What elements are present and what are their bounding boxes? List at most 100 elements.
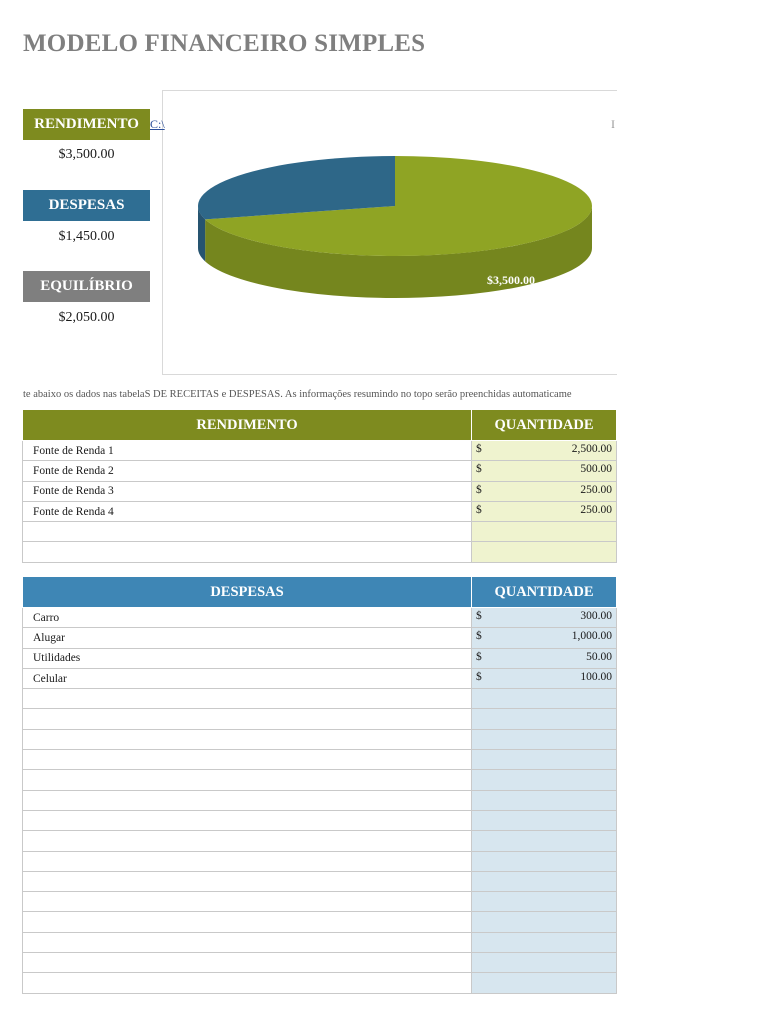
expense-description-cell[interactable] — [22, 911, 472, 933]
expense-description-cell[interactable] — [22, 688, 472, 710]
pie-data-label: $3,500.00 — [487, 273, 535, 287]
expense-table: DESPESAS QUANTIDADE Carro $300.00 Alugar $1… — [22, 576, 617, 994]
income-amount-cell[interactable]: $250.00 — [471, 480, 617, 502]
expense-description-cell[interactable] — [22, 972, 472, 994]
expense-amount-cell[interactable] — [471, 911, 617, 933]
expense-description-cell[interactable] — [22, 931, 472, 954]
expense-amount-cell[interactable] — [471, 931, 617, 954]
expense-description-cell[interactable]: Celular — [22, 667, 472, 690]
expense-empty-row — [22, 708, 617, 730]
expense-description-cell[interactable] — [22, 850, 472, 872]
expense-empty-row — [22, 809, 617, 832]
expense-description-cell[interactable] — [22, 749, 472, 771]
income-empty-row — [22, 541, 617, 563]
expense-row: Celular $100.00 — [22, 667, 617, 690]
income-description-cell[interactable]: Fonte de Renda 3 — [22, 480, 472, 502]
income-amount-value: 250.00 — [580, 483, 612, 496]
currency-symbol: $ — [476, 463, 482, 476]
expense-amount-cell[interactable] — [471, 972, 617, 994]
income-header-amount: QUANTIDADE — [471, 409, 617, 441]
expense-empty-row — [22, 891, 617, 913]
expense-row: Utilidades $50.00 — [22, 647, 617, 669]
expense-amount-cell[interactable] — [471, 769, 617, 791]
expense-description-cell[interactable] — [22, 708, 472, 730]
expense-description-cell[interactable] — [22, 789, 472, 811]
expense-amount-value: 300.00 — [580, 610, 612, 622]
income-amount-cell[interactable]: $250.00 — [471, 500, 617, 523]
expense-amount-cell[interactable] — [471, 728, 617, 751]
expense-amount-cell[interactable]: $300.00 — [471, 606, 617, 629]
currency-symbol: $ — [476, 610, 482, 622]
expense-empty-row — [22, 728, 617, 751]
income-amount-value: 2,500.00 — [571, 443, 612, 455]
expenses-summary-value: $1,450.00 — [58, 229, 115, 244]
expense-description-cell[interactable] — [22, 830, 472, 852]
expense-empty-row — [22, 789, 617, 811]
expense-header-desc: DESPESAS — [22, 576, 472, 608]
income-description-cell[interactable]: Fonte de Renda 4 — [22, 500, 472, 523]
expense-amount-value: 50.00 — [586, 650, 612, 663]
expense-empty-row — [22, 952, 617, 974]
income-description-cell[interactable] — [22, 541, 472, 563]
expense-description-cell[interactable] — [22, 728, 472, 751]
income-row: Fonte de Renda 3 $250.00 — [22, 480, 617, 502]
income-summary-label: RENDIMENTO — [23, 109, 150, 140]
expense-description-cell[interactable]: Utilidades — [22, 647, 472, 669]
expense-row: Carro $300.00 — [22, 606, 617, 629]
balance-summary-label: EQUILÍBRIO — [23, 271, 150, 302]
expense-empty-row — [22, 870, 617, 893]
income-description-cell[interactable]: Fonte de Renda 2 — [22, 460, 472, 482]
expense-amount-cell[interactable] — [471, 749, 617, 771]
expense-amount-cell[interactable] — [471, 708, 617, 730]
balance-summary-value: $2,050.00 — [58, 310, 115, 325]
expense-amount-cell[interactable]: $100.00 — [471, 667, 617, 690]
pie-slice-despesas[interactable] — [198, 156, 395, 220]
income-empty-row — [22, 521, 617, 543]
expense-empty-row — [22, 769, 617, 791]
income-amount-cell[interactable]: $2,500.00 — [471, 439, 617, 462]
expense-amount-cell[interactable] — [471, 870, 617, 893]
expense-header-amount: QUANTIDADE — [471, 576, 617, 608]
income-amount-cell[interactable] — [471, 541, 617, 563]
expense-empty-row — [22, 830, 617, 852]
pie-slice-side-despesas — [198, 206, 206, 262]
expense-amount-cell[interactable]: $1,000.00 — [471, 627, 617, 649]
page-title: MODELO FINANCEIRO SIMPLES — [23, 30, 426, 57]
income-amount-cell[interactable]: $500.00 — [471, 460, 617, 482]
income-amount-cell[interactable] — [471, 521, 617, 543]
pie-slice-rendimento[interactable] — [205, 156, 592, 256]
pie-chart-frame[interactable]: $3,500.00 — [162, 90, 617, 375]
expense-amount-cell[interactable] — [471, 789, 617, 811]
expense-empty-row — [22, 931, 617, 954]
currency-symbol: $ — [476, 630, 482, 643]
chart-clipped-text-left: C:\ — [150, 117, 165, 131]
income-description-cell[interactable]: Fonte de Renda 1 — [22, 439, 472, 462]
expense-amount-cell[interactable] — [471, 830, 617, 852]
currency-symbol: $ — [476, 483, 482, 496]
currency-symbol: $ — [476, 670, 482, 683]
expense-empty-row — [22, 850, 617, 872]
expense-description-cell[interactable] — [22, 809, 472, 832]
expense-amount-cell[interactable] — [471, 809, 617, 832]
expense-description-cell[interactable] — [22, 870, 472, 893]
expense-amount-cell[interactable] — [471, 952, 617, 974]
expense-amount-cell[interactable] — [471, 891, 617, 913]
pie-slice-side-rendimento — [205, 206, 592, 298]
expense-row: Alugar $1,000.00 — [22, 627, 617, 649]
expense-description-cell[interactable] — [22, 769, 472, 791]
income-description-cell[interactable] — [22, 521, 472, 543]
currency-symbol: $ — [476, 503, 482, 516]
expense-amount-value: 1,000.00 — [571, 630, 612, 643]
expense-amount-cell[interactable] — [471, 688, 617, 710]
expense-description-cell[interactable] — [22, 891, 472, 913]
expense-description-cell[interactable] — [22, 952, 472, 974]
currency-symbol: $ — [476, 443, 482, 455]
pie-chart: $3,500.00 — [198, 156, 592, 298]
expense-amount-cell[interactable]: $50.00 — [471, 647, 617, 669]
income-table: RENDIMENTO QUANTIDADE Fonte de Renda 1 $2… — [22, 409, 617, 563]
expense-description-cell[interactable]: Carro — [22, 606, 472, 629]
expense-amount-cell[interactable] — [471, 850, 617, 872]
expense-description-cell[interactable]: Alugar — [22, 627, 472, 649]
income-amount-value: 250.00 — [580, 503, 612, 516]
expense-empty-row — [22, 911, 617, 933]
